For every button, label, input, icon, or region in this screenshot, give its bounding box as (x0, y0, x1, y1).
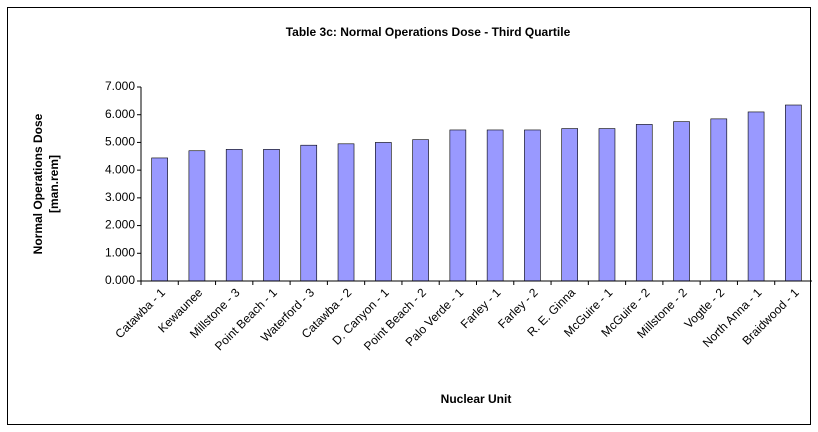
y-tick-label: 4.000 (105, 162, 135, 176)
bar (449, 129, 467, 282)
x-axis-label: Nuclear Unit (441, 392, 512, 406)
bar (375, 142, 392, 282)
y-tick-label: 6.000 (105, 107, 135, 121)
bar (486, 129, 504, 282)
bar (151, 157, 168, 282)
y-tick-label: 5.000 (105, 135, 135, 149)
y-axis-label: [man.rem] (47, 155, 61, 213)
bar (524, 129, 541, 282)
bar (635, 124, 653, 282)
chart-title: Table 3c: Normal Operations Dose - Third… (286, 25, 571, 39)
y-tick-label: 7.000 (105, 79, 135, 93)
bar (785, 104, 802, 282)
y-tick-label: 0.000 (105, 273, 135, 287)
bar (598, 128, 616, 282)
bar (747, 111, 765, 282)
bar (337, 143, 355, 282)
y-axis-label: Normal Operations Dose (31, 113, 45, 254)
y-tick-label: 3.000 (105, 190, 135, 204)
y-tick-label: 1.000 (105, 245, 135, 259)
chart-border (7, 7, 811, 425)
bar (225, 149, 243, 282)
y-tick-label: 2.000 (105, 218, 135, 232)
bar (561, 128, 578, 282)
bar (673, 121, 690, 282)
bar (710, 118, 728, 282)
bar (188, 150, 206, 282)
bar (300, 144, 318, 282)
bar (263, 149, 280, 282)
bar (412, 139, 429, 282)
